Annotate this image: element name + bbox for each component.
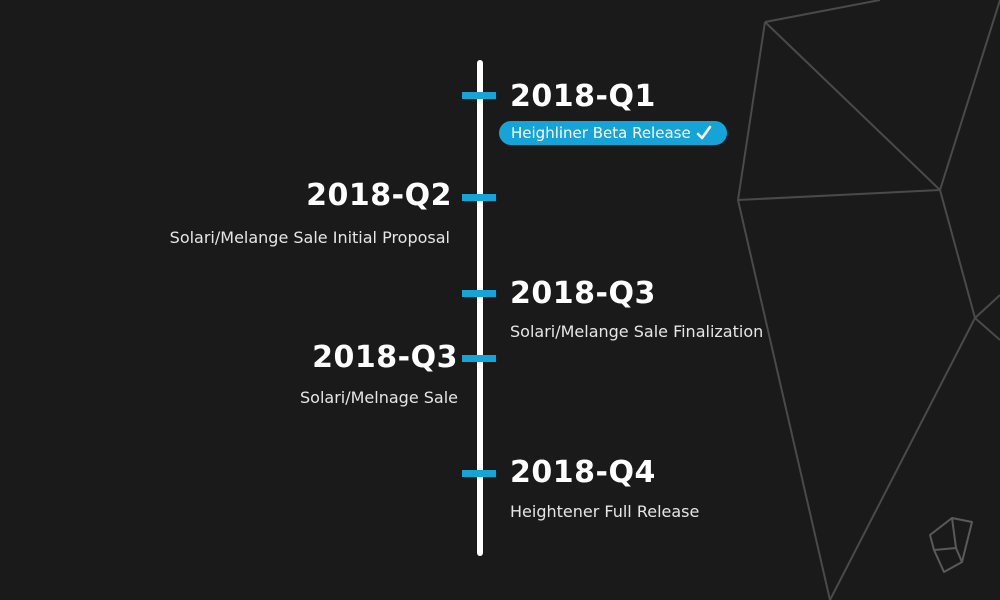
completed-milestone-badge: Heighliner Beta Release [499,121,727,145]
milestone-label: Heighliner Beta Release [511,124,691,142]
milestone-date: 2018-Q3 [510,276,656,311]
milestone-date: 2018-Q3 [312,340,458,375]
milestone-label: Heightener Full Release [510,502,700,521]
timeline-tick [462,290,496,297]
timeline-tick [462,92,496,99]
milestone-label: Solari/Melnage Sale [300,388,458,407]
milestone-date: 2018-Q4 [510,455,656,490]
milestone-label: Solari/Melange Sale Finalization [510,322,764,341]
check-icon [696,125,712,140]
crystal-logo-icon [929,517,973,573]
milestone-date: 2018-Q2 [306,178,452,213]
timeline-tick [462,194,496,201]
timeline-tick [462,355,496,362]
timeline-axis [477,60,483,556]
timeline-tick [462,470,496,477]
milestone-date: 2018-Q1 [510,79,656,114]
milestone-label: Solari/Melange Sale Initial Proposal [169,228,450,247]
